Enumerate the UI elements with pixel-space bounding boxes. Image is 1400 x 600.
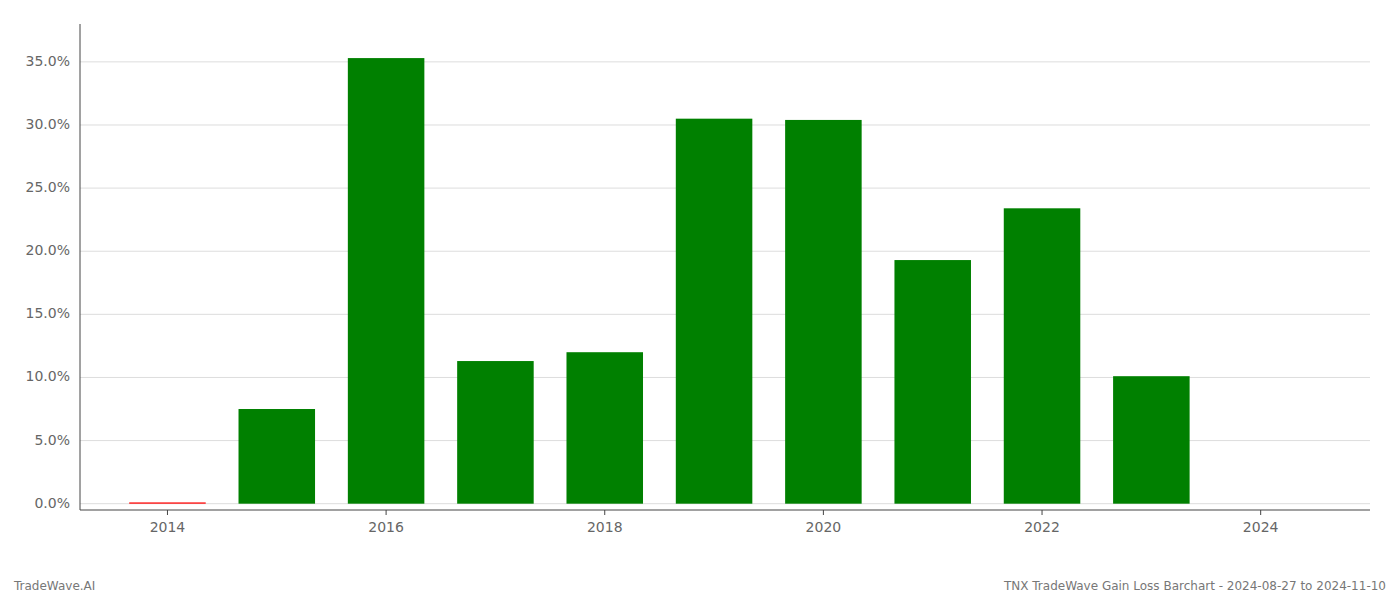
footer-text: TradeWave.AI [13,579,95,593]
y-tick-label: 35.0% [26,53,70,69]
y-tick-label: 5.0% [34,432,70,448]
x-tick-label: 2024 [1243,519,1279,535]
y-tick-label: 0.0% [34,495,70,511]
bars [129,58,1189,504]
bar [457,361,534,504]
axes [80,24,1370,510]
bar [785,120,862,504]
bar [1113,376,1190,503]
bar [566,352,643,503]
y-tick-labels: 0.0% 5.0% 10.0% 15.0% 20.0% 25.0% 30.0% 35.0% [26,53,70,511]
x-tick-label: 2018 [587,519,623,535]
chart-container: 0.0% 5.0% 10.0% 15.0% 20.0% 25.0% 30.0% 35.0% 20… [0,0,1400,600]
y-axis-line [80,24,81,510]
bar [239,409,316,504]
x-tick [823,510,824,515]
bar [676,119,753,504]
x-tick [386,510,387,515]
y-tick-label: 30.0% [26,116,70,132]
x-tick [1260,510,1261,515]
x-tick [167,510,168,515]
footer-text: TNX TradeWave Gain Loss Barchart - 2024-… [1003,579,1386,593]
x-tick-label: 2020 [806,519,842,535]
bar [1004,208,1081,503]
x-tick-label: 2022 [1024,519,1060,535]
x-tick [604,510,605,515]
chart: 0.0% 5.0% 10.0% 15.0% 20.0% 25.0% 30.0% 35.0% 20… [0,0,1400,600]
x-tick-label: 2014 [150,519,186,535]
bar [894,260,971,504]
y-grid [80,62,1370,504]
y-tick-label: 10.0% [26,368,70,384]
y-tick-label: 15.0% [26,305,70,321]
x-tick [1042,510,1043,515]
y-tick-label: 25.0% [26,179,70,195]
x-tick-label: 2016 [368,519,404,535]
y-tick-label: 20.0% [26,242,70,258]
grid-line [80,61,1370,62]
x-ticks: 2014 2016 2018 2020 2022 2024 [150,510,1279,535]
bar [348,58,425,504]
bar [129,502,206,503]
x-axis-line [80,510,1370,511]
